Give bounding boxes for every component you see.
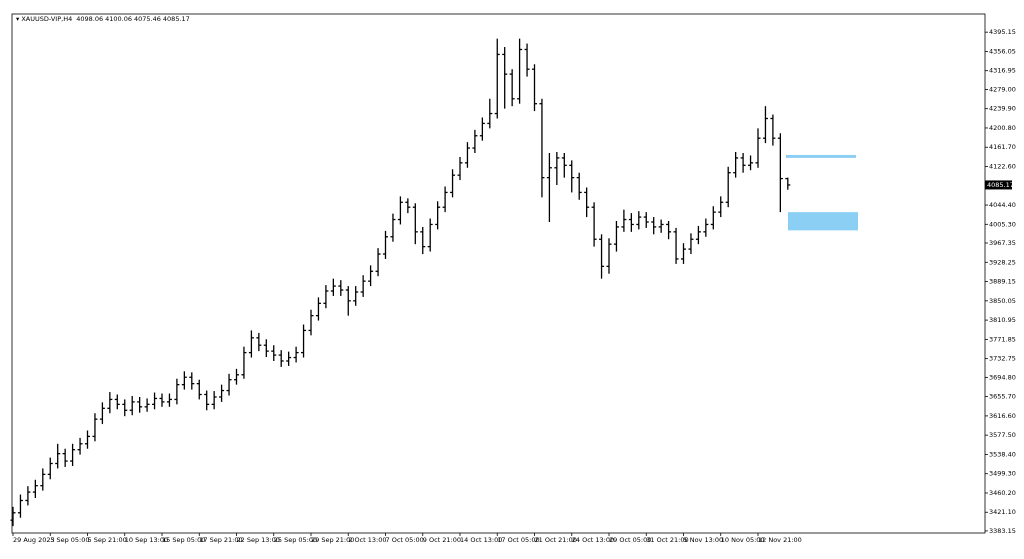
x-tick-label: 17 Oct 05:00 bbox=[497, 536, 539, 544]
y-tick-label: 3928.25 bbox=[989, 258, 1016, 266]
x-tick-label: 14 Oct 13:00 bbox=[460, 536, 502, 544]
x-tick-label: 10 Sep 13:00 bbox=[125, 536, 168, 544]
y-tick-label: 4279.00 bbox=[989, 85, 1016, 93]
x-tick-label: 10 Nov 05:00 bbox=[721, 536, 765, 544]
x-tick-label: 3 Sep 05:00 bbox=[50, 536, 89, 544]
y-tick-label: 3421.10 bbox=[989, 508, 1016, 516]
x-tick-label: 31 Oct 21:00 bbox=[646, 536, 688, 544]
x-tick-label: 2 Oct 13:00 bbox=[348, 536, 386, 544]
y-tick-label: 4200.80 bbox=[989, 124, 1016, 132]
x-tick-label: 21 Oct 21:00 bbox=[535, 536, 577, 544]
x-tick-label: 15 Sep 05:00 bbox=[162, 536, 205, 544]
x-tick-label: 24 Oct 13:00 bbox=[572, 536, 614, 544]
y-tick-label: 4044.40 bbox=[989, 201, 1016, 209]
menu-icon: ▾ bbox=[16, 15, 21, 23]
y-tick-label: 4356.05 bbox=[989, 47, 1016, 55]
y-tick-label: 3771.85 bbox=[989, 335, 1016, 343]
y-tick-label: 4122.60 bbox=[989, 162, 1016, 170]
y-tick-label: 3850.05 bbox=[989, 297, 1016, 305]
symbol: XAUUSD-VIP,H4 bbox=[21, 15, 72, 23]
y-tick-label: 3655.70 bbox=[989, 393, 1016, 401]
price-label-bg bbox=[985, 180, 1012, 190]
x-tick-label: 5 Sep 21:00 bbox=[88, 536, 127, 544]
x-tick-label: 29 Sep 21:00 bbox=[311, 536, 354, 544]
last-low: 4075.46 bbox=[134, 15, 161, 23]
y-tick-label: 3732.75 bbox=[989, 355, 1016, 363]
zone bbox=[786, 154, 856, 158]
x-tick-label: 25 Sep 05:00 bbox=[274, 536, 317, 544]
x-tick-label: 7 Oct 05:00 bbox=[386, 536, 424, 544]
y-tick-label: 3889.15 bbox=[989, 278, 1016, 286]
zone bbox=[788, 212, 858, 231]
price-label: 4085.17 bbox=[987, 181, 1014, 189]
y-tick-label: 4005.30 bbox=[989, 220, 1016, 228]
last-close: 4085.17 bbox=[163, 15, 190, 23]
y-tick-label: 3616.60 bbox=[989, 412, 1016, 420]
last-open: 4098.06 bbox=[76, 15, 103, 23]
x-tick-label: 12 Nov 21:00 bbox=[758, 536, 802, 544]
x-tick-label: 9 Oct 21:00 bbox=[423, 536, 461, 544]
y-tick-label: 4161.70 bbox=[989, 143, 1016, 151]
y-tick-label: 3499.30 bbox=[989, 470, 1016, 478]
chart-header: ▾ XAUUSD-VIP,H4 4098.06 4100.06 4075.46 4085… bbox=[16, 15, 190, 23]
plot-frame bbox=[11, 13, 986, 534]
x-tick-label: 22 Sep 13:00 bbox=[237, 536, 280, 544]
y-tick-label: 4395.15 bbox=[989, 28, 1016, 36]
x-tick-label: 17 Sep 21:00 bbox=[199, 536, 242, 544]
y-tick-label: 3967.35 bbox=[989, 239, 1016, 247]
x-tick-label: 29 Oct 05:00 bbox=[609, 536, 651, 544]
y-tick-label: 3383.15 bbox=[989, 527, 1016, 535]
last-high: 4100.06 bbox=[105, 15, 132, 23]
y-tick-label: 3694.80 bbox=[989, 373, 1016, 381]
y-tick-label: 3538.40 bbox=[989, 450, 1016, 458]
y-tick-label: 3460.20 bbox=[989, 489, 1016, 497]
x-tick-label: 5 Nov 13:00 bbox=[684, 536, 724, 544]
y-tick-label: 4239.90 bbox=[989, 105, 1016, 113]
y-tick-label: 4316.95 bbox=[989, 67, 1016, 75]
y-tick-label: 3810.95 bbox=[989, 316, 1016, 324]
y-tick-label: 3577.50 bbox=[989, 431, 1016, 439]
x-tick-label: 29 Aug 2025 bbox=[13, 536, 55, 544]
